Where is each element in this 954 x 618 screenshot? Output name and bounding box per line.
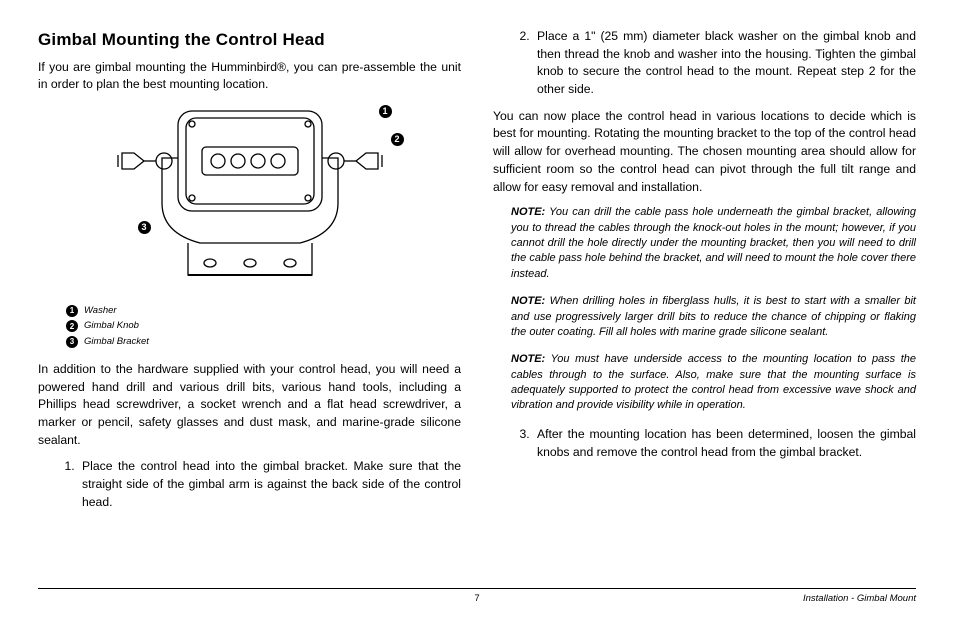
legend-label: Washer (84, 304, 117, 318)
legend-badge: 2 (66, 320, 78, 332)
diagram-legend: 1 Washer 2 Gimbal Knob 3 Gimbal Bracket (66, 304, 461, 349)
note-text: You must have underside access to the mo… (511, 353, 916, 411)
note-3: NOTE: You must have underside access to … (493, 352, 916, 414)
gimbal-svg (100, 103, 400, 288)
note-text: When drilling holes in fiberglass hulls,… (511, 295, 916, 338)
intro-para: If you are gimbal mounting the Humminbir… (38, 59, 461, 94)
legend-label: Gimbal Knob (84, 319, 139, 333)
section-heading: Gimbal Mounting the Control Head (38, 28, 461, 53)
gimbal-diagram: 1 2 3 (100, 103, 400, 294)
callout-2: 2 (391, 133, 404, 146)
note-label: NOTE: (511, 295, 545, 307)
steps-list-right-a: Place a 1" (25 mm) diameter black washer… (493, 28, 916, 99)
left-column: Gimbal Mounting the Control Head If you … (38, 28, 461, 548)
legend-row: 3 Gimbal Bracket (66, 335, 461, 349)
note-1: NOTE: You can drill the cable pass hole … (493, 205, 916, 282)
legend-label: Gimbal Bracket (84, 335, 149, 349)
legend-badge: 3 (66, 336, 78, 348)
step-2: Place a 1" (25 mm) diameter black washer… (533, 28, 916, 99)
note-text: You can drill the cable pass hole undern… (511, 206, 916, 280)
step-3: After the mounting location has been det… (533, 426, 916, 461)
footer-right: Installation - Gimbal Mount (803, 593, 916, 604)
note-label: NOTE: (511, 206, 545, 218)
page-number: 7 (474, 593, 479, 604)
callout-1: 1 (379, 105, 392, 118)
note-label: NOTE: (511, 353, 545, 365)
steps-list-right-b: After the mounting location has been det… (493, 426, 916, 461)
note-2: NOTE: When drilling holes in fiberglass … (493, 294, 916, 340)
step-1: Place the control head into the gimbal b… (78, 458, 461, 511)
placement-para: You can now place the control head in va… (493, 108, 916, 196)
diagram-container: 1 2 3 (38, 103, 461, 294)
page-content: Gimbal Mounting the Control Head If you … (0, 0, 954, 568)
steps-list-left: Place the control head into the gimbal b… (38, 458, 461, 511)
legend-row: 2 Gimbal Knob (66, 319, 461, 333)
right-column: Place a 1" (25 mm) diameter black washer… (493, 28, 916, 548)
legend-row: 1 Washer (66, 304, 461, 318)
page-footer: 7 Installation - Gimbal Mount (38, 588, 916, 604)
callout-3: 3 (138, 221, 151, 234)
tools-para: In addition to the hardware supplied wit… (38, 361, 461, 449)
legend-badge: 1 (66, 305, 78, 317)
